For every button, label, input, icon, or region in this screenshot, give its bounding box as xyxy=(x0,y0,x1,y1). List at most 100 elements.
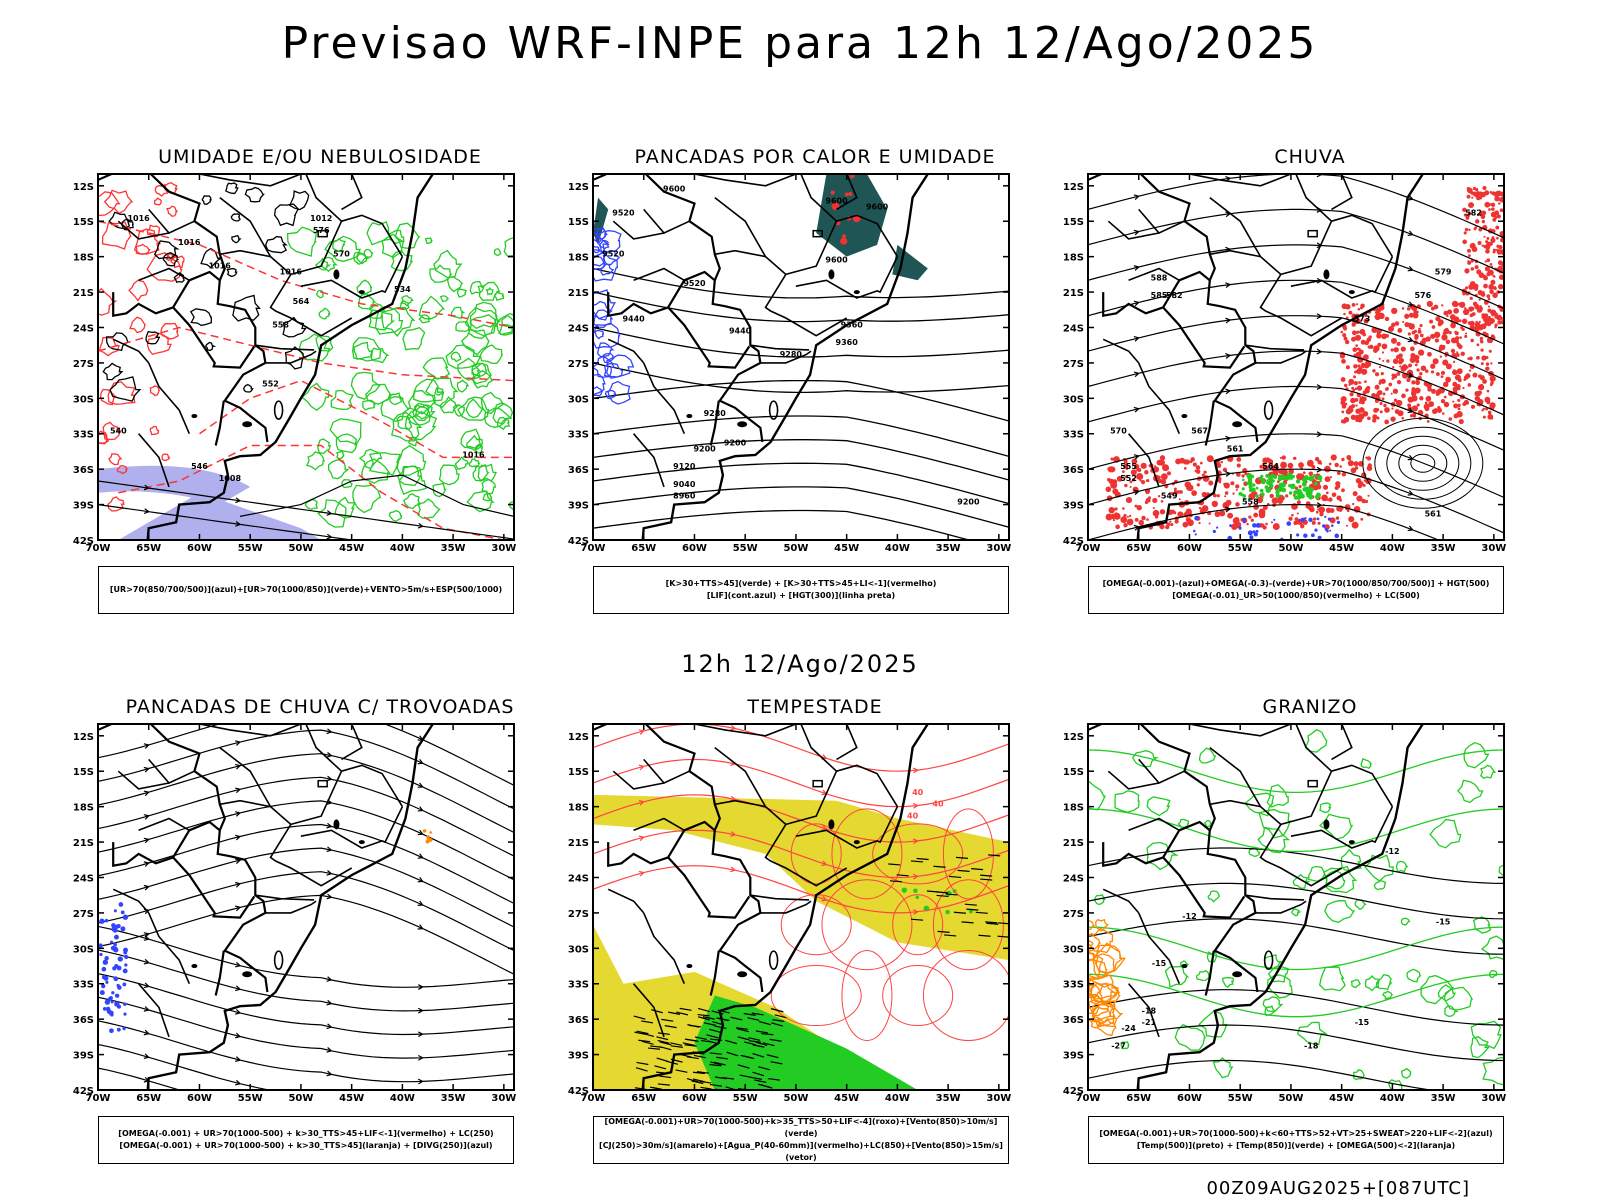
red-rain-cell xyxy=(1438,321,1442,325)
border-line xyxy=(1259,823,1343,887)
red-rain-cell xyxy=(1212,493,1217,498)
border-line xyxy=(1107,220,1160,240)
green-humidity-contour xyxy=(424,237,433,244)
red-rain-cell xyxy=(1311,520,1316,525)
temp850-contour xyxy=(1498,864,1504,878)
red-streamline xyxy=(593,758,1009,808)
contour-label: 9440 xyxy=(729,326,752,335)
red-rain-cell xyxy=(1348,516,1355,523)
red-rain-cell xyxy=(1486,258,1491,263)
red-rain-cell xyxy=(1452,369,1458,376)
red-rain-cell xyxy=(1144,500,1149,505)
border-line xyxy=(1127,983,1160,1038)
border-line xyxy=(667,270,716,308)
red-rain-cell xyxy=(1131,478,1136,482)
lat-label: 15S xyxy=(1063,217,1084,228)
blue-divergence-spot xyxy=(112,966,117,971)
wind-vector xyxy=(675,1069,688,1073)
lagoa-dos-patos xyxy=(768,950,779,970)
red-rain-cell xyxy=(1470,267,1475,271)
streamline-arrow xyxy=(1407,372,1414,378)
lon-label: 45W xyxy=(339,543,364,554)
streamline-arrow xyxy=(1133,194,1140,201)
border-line xyxy=(836,764,899,808)
wind-vector xyxy=(964,903,977,906)
red-rain-cell xyxy=(1329,476,1333,479)
red-rain-cell xyxy=(1490,202,1496,208)
red-rain-cell xyxy=(1500,317,1504,320)
green-humidity-contour xyxy=(317,499,347,528)
streamline-arrow xyxy=(326,1047,332,1053)
red-rain-cell xyxy=(1169,520,1172,523)
lat-label: 42S xyxy=(73,1086,94,1097)
blue-rain-cell xyxy=(1212,529,1216,534)
border-line xyxy=(694,724,797,737)
green-humidity-contour xyxy=(457,396,490,421)
green-humidity-contour xyxy=(496,314,514,336)
red-rain-cell xyxy=(1488,208,1491,211)
red-rain-cell xyxy=(1296,512,1299,515)
red-rain-cell xyxy=(1356,330,1360,334)
border-line xyxy=(714,799,766,808)
border-line xyxy=(137,983,170,1038)
red-rain-cell xyxy=(1479,305,1482,308)
green-rain-cell xyxy=(1248,488,1253,493)
contour-label: 9360 xyxy=(836,338,859,347)
wind-vector xyxy=(740,1054,753,1059)
lake-mark xyxy=(1323,819,1330,830)
red-rain-cell xyxy=(1329,517,1336,524)
pressure-contour xyxy=(162,251,180,267)
lake-mark xyxy=(1232,421,1243,428)
streamline-arrow xyxy=(327,1095,332,1100)
red-rain-cell xyxy=(1408,312,1414,318)
contour-label: 40 xyxy=(907,811,919,820)
blue-divergence-spot xyxy=(122,1026,126,1031)
red-thickness-contour xyxy=(98,336,120,357)
contour-label: 40 xyxy=(932,800,944,809)
lat-label: 36S xyxy=(73,1015,94,1026)
contour-label: 9040 xyxy=(673,480,696,489)
blue-divergence-spot xyxy=(118,902,124,907)
red-rain-cell xyxy=(1214,511,1221,518)
red-rain-cell xyxy=(1464,332,1468,335)
streamline-arrow xyxy=(417,1078,423,1085)
blue-rain-cell xyxy=(1317,535,1322,540)
streamline-arrow xyxy=(417,853,424,859)
temp850-contour xyxy=(1406,968,1422,983)
contour-label: 555 xyxy=(1120,462,1137,471)
lat-label: 24S xyxy=(568,873,589,884)
blue-rain-cell xyxy=(1336,520,1341,525)
contour-label: 576 xyxy=(313,226,330,235)
map-frame xyxy=(592,173,1010,541)
border-line xyxy=(607,888,645,914)
contour-label: 9600 xyxy=(825,197,848,206)
red-rain-cell xyxy=(1166,471,1172,476)
wind-vector xyxy=(769,1038,782,1042)
red-rain-cell xyxy=(1343,326,1348,331)
border-line xyxy=(112,842,174,868)
pressure-contour xyxy=(288,190,310,211)
lon-label: 50W xyxy=(783,543,808,554)
red-rain-cell xyxy=(1344,383,1348,388)
lagoa-dos-patos xyxy=(768,400,779,420)
temp850-contour xyxy=(1120,1041,1130,1050)
streamline-arrow xyxy=(235,740,241,746)
streamline xyxy=(98,1020,514,1083)
lon-label: 30W xyxy=(986,1093,1011,1104)
red-rain-cell xyxy=(1356,385,1363,391)
red-streamline xyxy=(922,950,1009,1042)
lat-label: 39S xyxy=(568,1051,589,1062)
red-rain-cell xyxy=(1398,357,1405,364)
green-humidity-contour xyxy=(306,451,326,471)
temp850-contour xyxy=(1480,935,1504,960)
red-rain-cell xyxy=(1489,383,1493,387)
lon-label: 35W xyxy=(1431,1093,1456,1104)
red-rain-cell xyxy=(1322,484,1329,490)
red-rain-cell xyxy=(1401,307,1405,310)
temp850-contour xyxy=(1360,757,1373,769)
panel-legend: [K>30+TTS>45](verde) + [K>30+TTS>45+LI<-… xyxy=(593,566,1009,614)
lat-label: 30S xyxy=(568,944,589,955)
wind-vector xyxy=(679,1007,692,1011)
streamline-arrow xyxy=(326,533,332,540)
